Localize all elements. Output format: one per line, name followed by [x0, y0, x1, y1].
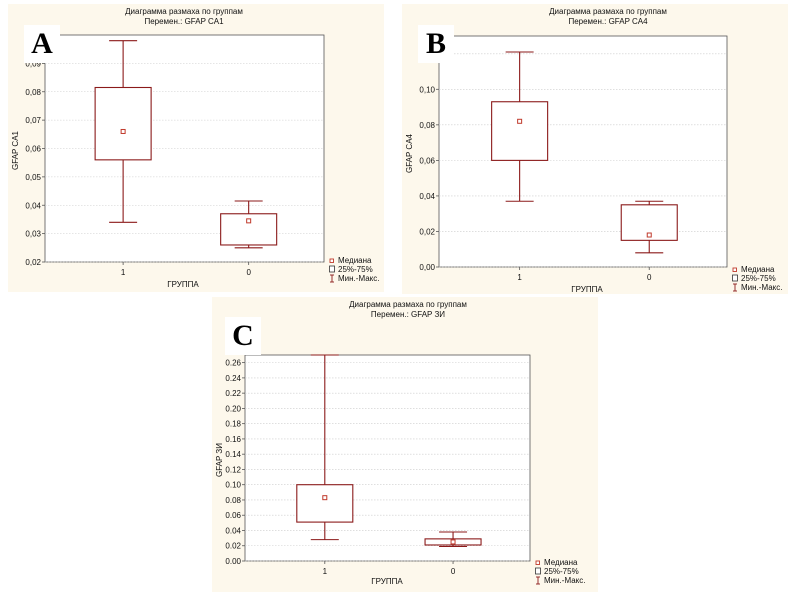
x-tick-label: 1 [121, 268, 126, 277]
y-tick-label: 0,04 [25, 201, 41, 210]
y-tick-label: 0.06 [225, 511, 241, 520]
y-tick-label: 0,07 [25, 116, 41, 125]
y-tick-label: 0,02 [419, 227, 435, 236]
y-tick-label: 0,06 [419, 156, 435, 165]
legend-box-icon [732, 274, 738, 282]
y-tick-label: 0,02 [25, 258, 41, 267]
legend-median-icon [329, 258, 334, 263]
y-tick-label: 0.26 [225, 359, 241, 368]
legend-whisker-label: Мин.-Макс. [544, 576, 585, 585]
legend-median-label: Медиана [741, 265, 775, 274]
legend-median-label: Медиана [338, 256, 372, 265]
y-tick-label: 0,10 [419, 85, 435, 94]
y-axis-label: GFAP CA4 [405, 133, 414, 173]
legend-median-icon [732, 267, 737, 272]
x-axis-label: ГРУППА [167, 280, 199, 289]
y-tick-label: 0,04 [419, 192, 435, 201]
legend-median-label: Медиана [544, 558, 578, 567]
median-marker [517, 118, 523, 124]
plot-area [438, 35, 728, 268]
y-tick-label: 0,05 [25, 173, 41, 182]
iqr-box [491, 101, 549, 161]
median-marker [646, 232, 652, 238]
panel-letter-b: B [418, 25, 454, 63]
legend-box-label: 25%-75% [544, 567, 579, 576]
chart-subtitle: Перемен.: GFAP CA1 [144, 17, 224, 26]
chart-title: Диаграмма размаха по группам [125, 7, 243, 16]
median-marker [246, 218, 252, 224]
y-axis-label: GFAP ЗИ [215, 443, 224, 477]
y-tick-label: 0.18 [225, 420, 241, 429]
y-tick-label: 0.22 [225, 389, 241, 398]
legend-whisker-label: Мин.-Макс. [741, 283, 782, 292]
legend-box-label: 25%-75% [338, 265, 373, 274]
y-tick-label: 0.16 [225, 435, 241, 444]
median-marker [322, 495, 328, 501]
legend-whisker-label: Мин.-Макс. [338, 274, 379, 283]
x-tick-label: 1 [517, 273, 522, 282]
y-tick-label: 0.14 [225, 450, 241, 459]
panel-b: Диаграмма размаха по группам Перемен.: GF… [402, 4, 788, 294]
y-tick-label: 0,03 [25, 230, 41, 239]
x-axis-label: ГРУППА [571, 285, 603, 294]
y-tick-label: 0,06 [25, 145, 41, 154]
panel-letter-a: A [24, 25, 60, 63]
plot-area [244, 354, 531, 562]
legend-box-icon [329, 265, 335, 273]
median-marker [450, 539, 456, 545]
legend-box-label: 25%-75% [741, 274, 776, 283]
y-tick-label: 0.10 [225, 481, 241, 490]
y-tick-label: 0.02 [225, 542, 241, 551]
chart-subtitle: Перемен.: GFAP CA4 [568, 17, 648, 26]
iqr-box [94, 86, 152, 161]
y-tick-label: 0.20 [225, 404, 241, 413]
iqr-box [220, 213, 278, 246]
chart-title: Диаграмма размаха по группам [349, 300, 467, 309]
y-tick-label: 0.08 [225, 496, 241, 505]
chart-subtitle: Перемен.: GFAP ЗИ [371, 310, 445, 319]
y-tick-label: 0,00 [419, 263, 435, 272]
chart-title: Диаграмма размаха по группам [549, 7, 667, 16]
x-tick-label: 0 [647, 273, 652, 282]
panel-letter-c: C [225, 317, 261, 355]
panel-c: Диаграмма размаха по группам Перемен.: GF… [212, 297, 598, 592]
median-marker [120, 128, 126, 134]
y-tick-label: 0.00 [225, 557, 241, 566]
y-tick-label: 0.12 [225, 465, 241, 474]
iqr-box [296, 484, 354, 523]
y-tick-label: 0,08 [419, 121, 435, 130]
y-tick-label: 0,08 [25, 88, 41, 97]
x-tick-label: 1 [323, 567, 328, 576]
legend-box-icon [535, 567, 541, 575]
legend-median-icon [535, 560, 540, 565]
x-tick-label: 0 [246, 268, 251, 277]
y-axis-label: GFAP CA1 [11, 130, 20, 170]
y-tick-label: 0,09 [25, 59, 41, 68]
x-axis-label: ГРУППА [371, 577, 403, 586]
panel-a: Диаграмма размаха по группам Перемен.: GF… [8, 4, 384, 292]
y-tick-label: 0.04 [225, 526, 241, 535]
y-tick-label: 0.24 [225, 374, 241, 383]
x-tick-label: 0 [451, 567, 456, 576]
